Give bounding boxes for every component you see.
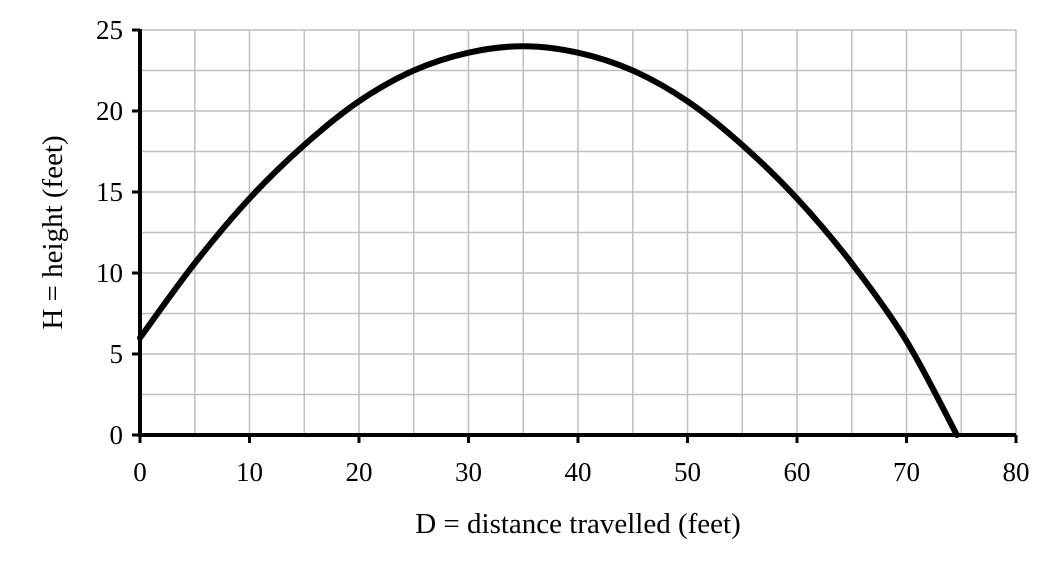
x-tick-label: 50 — [674, 457, 701, 487]
y-tick-label: 15 — [96, 177, 123, 207]
y-axis-title: H = height (feet) — [37, 135, 69, 329]
x-tick-label: 80 — [1003, 457, 1030, 487]
axes — [132, 28, 1018, 443]
x-axis-title: D = distance travelled (feet) — [415, 508, 741, 540]
series-line — [137, 43, 960, 438]
x-tick-label: 10 — [236, 457, 263, 487]
y-tick-label: 0 — [110, 420, 124, 450]
y-tick-label: 25 — [96, 15, 123, 45]
x-tick-label: 40 — [565, 457, 592, 487]
x-tick-label: 20 — [346, 457, 373, 487]
x-tick-labels: 0 10 20 30 40 50 60 70 80 — [133, 457, 1029, 487]
y-tick-labels: 0 5 10 15 20 25 — [96, 15, 123, 450]
x-tick-label: 30 — [455, 457, 482, 487]
x-tick-label: 70 — [893, 457, 920, 487]
x-tick-label: 0 — [133, 457, 147, 487]
grid — [140, 29, 1017, 435]
x-tick-label: 60 — [784, 457, 811, 487]
y-tick-label: 10 — [96, 258, 123, 288]
y-tick-label: 5 — [110, 339, 124, 369]
y-tick-label: 20 — [96, 96, 123, 126]
